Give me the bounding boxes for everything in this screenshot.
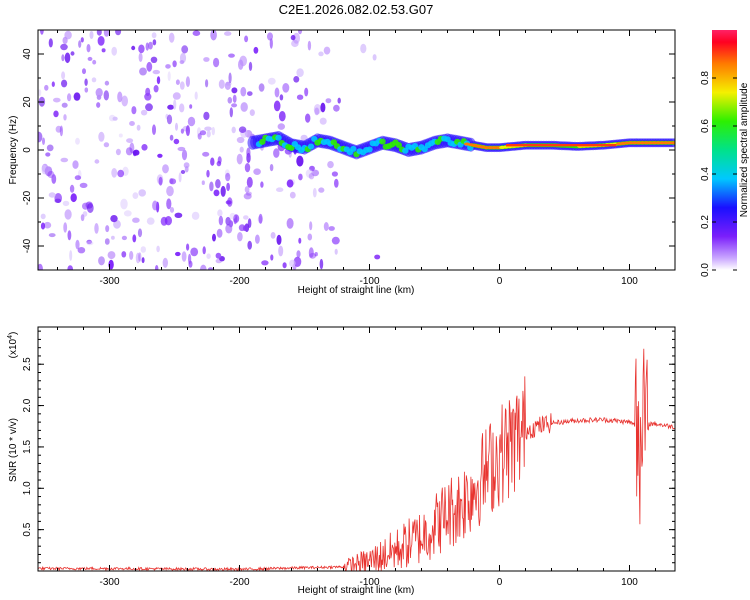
snr-marks	[38, 348, 675, 571]
colorbar-tick-label: 0.4	[700, 167, 711, 181]
bottom-x-tick-label: -100	[359, 577, 379, 588]
bottom-y-axis-label: SNR (10 * v/v)	[8, 418, 19, 482]
colorbar-label: Normalized spectral amplitude	[739, 82, 750, 217]
top-y-tick-label: 40	[22, 48, 33, 60]
bottom-y-tick-label: 2.5	[22, 357, 33, 371]
bottom-x-tick-label: 100	[621, 577, 638, 588]
colorbar: 0.0 0.2 0.4 0.6 0.8 Normalized spectral ampl…	[700, 30, 750, 277]
top-x-tick-label: -100	[359, 276, 379, 287]
bottom-y-tick-label: 0.5	[22, 522, 33, 536]
signal-peak	[464, 141, 675, 150]
signal-peak-bar	[506, 144, 617, 147]
colorbar-tick-label: 0.0	[700, 263, 711, 277]
top-y-tick-label: 0	[22, 147, 33, 153]
top-y-tick-label: -40	[22, 238, 33, 253]
top-x-axis-label: Height of straight line (km)	[298, 285, 415, 296]
figure-title: C2E1.2026.082.02.53.G07	[279, 2, 434, 17]
top-y-tick-label: -20	[22, 190, 33, 205]
bottom-x-tick-label: -300	[99, 577, 119, 588]
snr-frame	[37, 326, 676, 572]
colorbar-tick-label: 0.2	[700, 215, 711, 229]
scale-factor-label: (x104)	[7, 332, 19, 359]
snr-panel: -300 -200 -100 0 100 0.5 1.0 1.5 2.0 2.5 Height o…	[7, 326, 676, 596]
top-x-tick-label: 0	[497, 276, 503, 287]
colorbar-tick-label: 0.6	[700, 119, 711, 133]
top-x-tick-label: -200	[229, 276, 249, 287]
noise-speckles	[38, 30, 381, 270]
colorbar-tick-label: 0.8	[700, 71, 711, 85]
bottom-y-tick-label: 1.5	[22, 440, 33, 454]
bottom-y-tick-label: 2.0	[22, 398, 33, 412]
spectrogram-marks	[38, 30, 675, 270]
bottom-x-axis-label: Height of straight line (km)	[298, 585, 415, 596]
top-y-axis-label: Frequency (Hz)	[8, 116, 19, 185]
top-x-tick-label: 100	[621, 276, 638, 287]
bottom-y-tick-label: 1.0	[22, 481, 33, 495]
top-x-tick-label: -300	[99, 276, 119, 287]
bottom-x-tick-label: -200	[229, 577, 249, 588]
top-y-tick-label: 20	[22, 96, 33, 108]
snr-line	[38, 348, 675, 571]
colorbar-gradient	[712, 30, 737, 270]
bottom-x-tick-label: 0	[497, 577, 503, 588]
